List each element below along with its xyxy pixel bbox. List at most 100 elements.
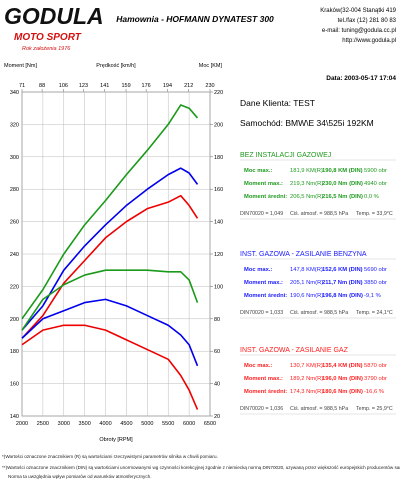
x2-tick-label: 71 [19, 83, 25, 89]
result-cell: 152,6 KM (DIN) [322, 267, 363, 273]
report-date: Data: 2003-05-17 17:04 [326, 75, 396, 82]
y-tick-label: 160 [10, 382, 19, 388]
section-title: BEZ INSTALACJI GAZOWEJ [240, 152, 331, 159]
result-cell: 180,6 Nm (DIN) [322, 389, 363, 395]
x-tick-label: 5000 [141, 421, 153, 427]
result-cell: 5690 obr [364, 267, 387, 273]
x2-tick-label: 159 [121, 83, 130, 89]
result-cell: 174,3 Nm(R) [290, 389, 323, 395]
logo: GODULA [4, 3, 104, 29]
x2-tick-label: 106 [59, 83, 68, 89]
y-tick-label: 200 [10, 317, 19, 323]
condition: Ciś. atmosf. = 988,5 hPa [290, 406, 348, 412]
y-tick-label: 240 [10, 252, 19, 258]
result-cell: Moment max.: [244, 181, 283, 187]
y2-tick-label: 200 [214, 122, 223, 128]
result-cell: 190,8 KM (DIN) [322, 168, 363, 174]
condition: DIN70020 = 1,049 [240, 211, 283, 217]
address-line: http://www.godula.pl [342, 38, 396, 44]
x2-tick-label: 176 [142, 83, 151, 89]
y2-tick-label: 80 [214, 317, 220, 323]
y2-tick-label: 40 [214, 382, 220, 388]
y2-tick-label: 220 [214, 90, 223, 96]
y-tick-label: 140 [10, 414, 19, 420]
result-cell: 3790 obr [364, 376, 387, 382]
torque-curve [21, 298, 199, 367]
y2-axis-label: Moc [KM] [199, 63, 223, 69]
result-cell: 5900 obr [364, 168, 387, 174]
result-cell: 190,6 Nm(R) [290, 293, 323, 299]
y-tick-label: 280 [10, 187, 19, 193]
result-cell: 230,0 Nm (DIN) [322, 181, 363, 187]
result-cell: 3850 obr [364, 280, 387, 286]
address-line: Kraków(32-004 Stanątki 419 [320, 8, 396, 14]
y-tick-label: 260 [10, 220, 19, 226]
client: Dane Klienta: TEST [240, 98, 315, 108]
result-cell: 0,0 % [364, 194, 379, 200]
car: Samochód: BMW\E 34\525i 192KM [240, 118, 374, 128]
y-tick-label: 320 [10, 122, 19, 128]
x-tick-label: 2000 [16, 421, 28, 427]
founded: Rok założenia 1976 [22, 46, 71, 52]
x-tick-label: 5500 [162, 421, 174, 427]
x2-axis-label: Prędkość [km/h] [96, 63, 136, 69]
result-cell: Moc max.: [244, 267, 272, 273]
power-curve [21, 167, 199, 331]
result-cell: Moment średni: [244, 293, 287, 299]
x-tick-label: 4000 [99, 421, 111, 427]
y2-tick-label: 60 [214, 349, 220, 355]
logo-sub: MOTO SPORT [14, 32, 82, 43]
condition: Ciś. atmosf. = 988,5 hPa [290, 310, 348, 316]
y2-tick-label: 20 [214, 414, 220, 420]
y2-tick-label: 160 [214, 187, 223, 193]
footnote: Norma ta uwzględnia wpływ pomiarów od wa… [8, 474, 152, 479]
result-cell: Moc max.: [244, 363, 272, 369]
power-curve [21, 104, 199, 320]
x2-tick-label: 141 [100, 83, 109, 89]
result-cell: Moment średni: [244, 194, 287, 200]
x-tick-label: 6500 [204, 421, 216, 427]
x2-tick-label: 230 [205, 83, 214, 89]
address-line: tel./fax (12) 281 80 83 [338, 18, 397, 24]
result-cell: 196,8 Nm (DIN) [322, 293, 363, 299]
section-title: INST. GAZOWA - ZASILANIE GAZ [240, 347, 349, 354]
condition: DIN70020 = 1,036 [240, 406, 283, 412]
y-tick-label: 300 [10, 155, 19, 161]
y-tick-label: 180 [10, 349, 19, 355]
y2-tick-label: 100 [214, 284, 223, 290]
result-cell: Moment max.: [244, 376, 283, 382]
section-title: INST. GAZOWA - ZASILANIE BENZYNA [240, 251, 367, 258]
result-cell: 5870 obr [364, 363, 387, 369]
y2-tick-label: 120 [214, 252, 223, 258]
result-cell: 135,4 KM (DIN) [322, 363, 363, 369]
x-tick-label: 3000 [58, 421, 70, 427]
x-tick-label: 4500 [120, 421, 132, 427]
footnote: *)Wartości oznaczone znacznikiem (R) są … [2, 454, 218, 459]
condition: DIN70020 = 1,033 [240, 310, 283, 316]
x-tick-label: 6000 [183, 421, 195, 427]
result-cell: 216,5 Nm (DIN) [322, 194, 363, 200]
result-cell: 206,5 Nm(R) [290, 194, 323, 200]
y-tick-label: 340 [10, 90, 19, 96]
result-cell: 205,1 Nm(R) [290, 280, 323, 286]
result-cell: 189,2 Nm(R) [290, 376, 323, 382]
x-tick-label: 3500 [79, 421, 91, 427]
condition: Ciś. atmosf. = 988,5 hPa [290, 211, 348, 217]
x2-tick-label: 194 [163, 83, 172, 89]
result-cell: Moment max.: [244, 280, 283, 286]
condition: Temp. = 25,9°C [356, 406, 393, 412]
power-curve [21, 194, 199, 339]
address-line: e-mail: tuning@godula.cc.pl [322, 28, 396, 34]
result-cell: 196,0 Nm (DIN) [322, 376, 363, 382]
x2-tick-label: 123 [79, 83, 88, 89]
torque-curve [21, 269, 199, 331]
result-cell: 130,7 KM(R) [290, 363, 323, 369]
y-axis-label: Moment [Nm] [4, 63, 37, 69]
footnote: **)Wartości oznaczone znacznikiem (DIN) … [2, 465, 400, 470]
x-axis-label: Obroty [RPM] [99, 437, 133, 443]
result-cell: Moment średni: [244, 389, 287, 395]
result-cell: -16,6 % [364, 389, 384, 395]
y2-tick-label: 180 [214, 155, 223, 161]
torque-curve [21, 324, 199, 410]
